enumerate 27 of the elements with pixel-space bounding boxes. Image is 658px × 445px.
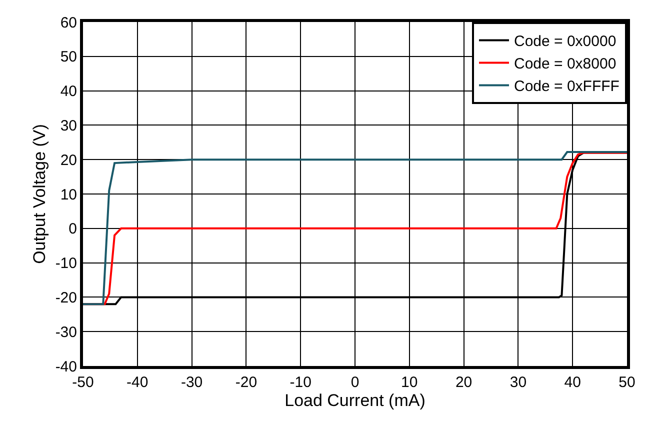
x-tick-label: 50 (618, 374, 636, 391)
x-axis-title: Load Current (mA) (284, 391, 426, 410)
y-axis-title: Output Voltage (V) (30, 124, 49, 264)
x-tick-label: 20 (455, 374, 472, 391)
x-tick-label: -40 (126, 374, 148, 391)
y-tick-label: 30 (60, 117, 77, 134)
x-tick-label: 30 (510, 374, 527, 391)
y-tick-label: 50 (60, 48, 77, 66)
y-tick-label: 40 (60, 83, 77, 100)
y-tick-label: 20 (60, 152, 77, 169)
y-tick-label: -20 (55, 289, 77, 306)
legend-label: Code = 0x0000 (514, 33, 616, 50)
y-tick-label: 60 (60, 14, 77, 32)
y-tick-label: 10 (60, 186, 77, 204)
x-tick-label: -10 (290, 374, 312, 391)
x-tick-label: 0 (350, 374, 360, 391)
x-tick-label: 40 (564, 374, 581, 391)
legend-label: Code = 0x8000 (514, 56, 616, 73)
x-tick-label: -50 (72, 374, 94, 391)
x-tick-label: -20 (235, 374, 258, 391)
legend-label: Code = 0xFFFF (514, 78, 620, 96)
x-tick-label: -30 (180, 374, 203, 391)
x-tick-label: 10 (401, 374, 418, 391)
y-tick-label: -10 (55, 255, 77, 272)
y-tick-label: -30 (55, 324, 77, 341)
y-tick-label: 0 (68, 220, 77, 238)
y-tick-label: -40 (55, 358, 77, 376)
